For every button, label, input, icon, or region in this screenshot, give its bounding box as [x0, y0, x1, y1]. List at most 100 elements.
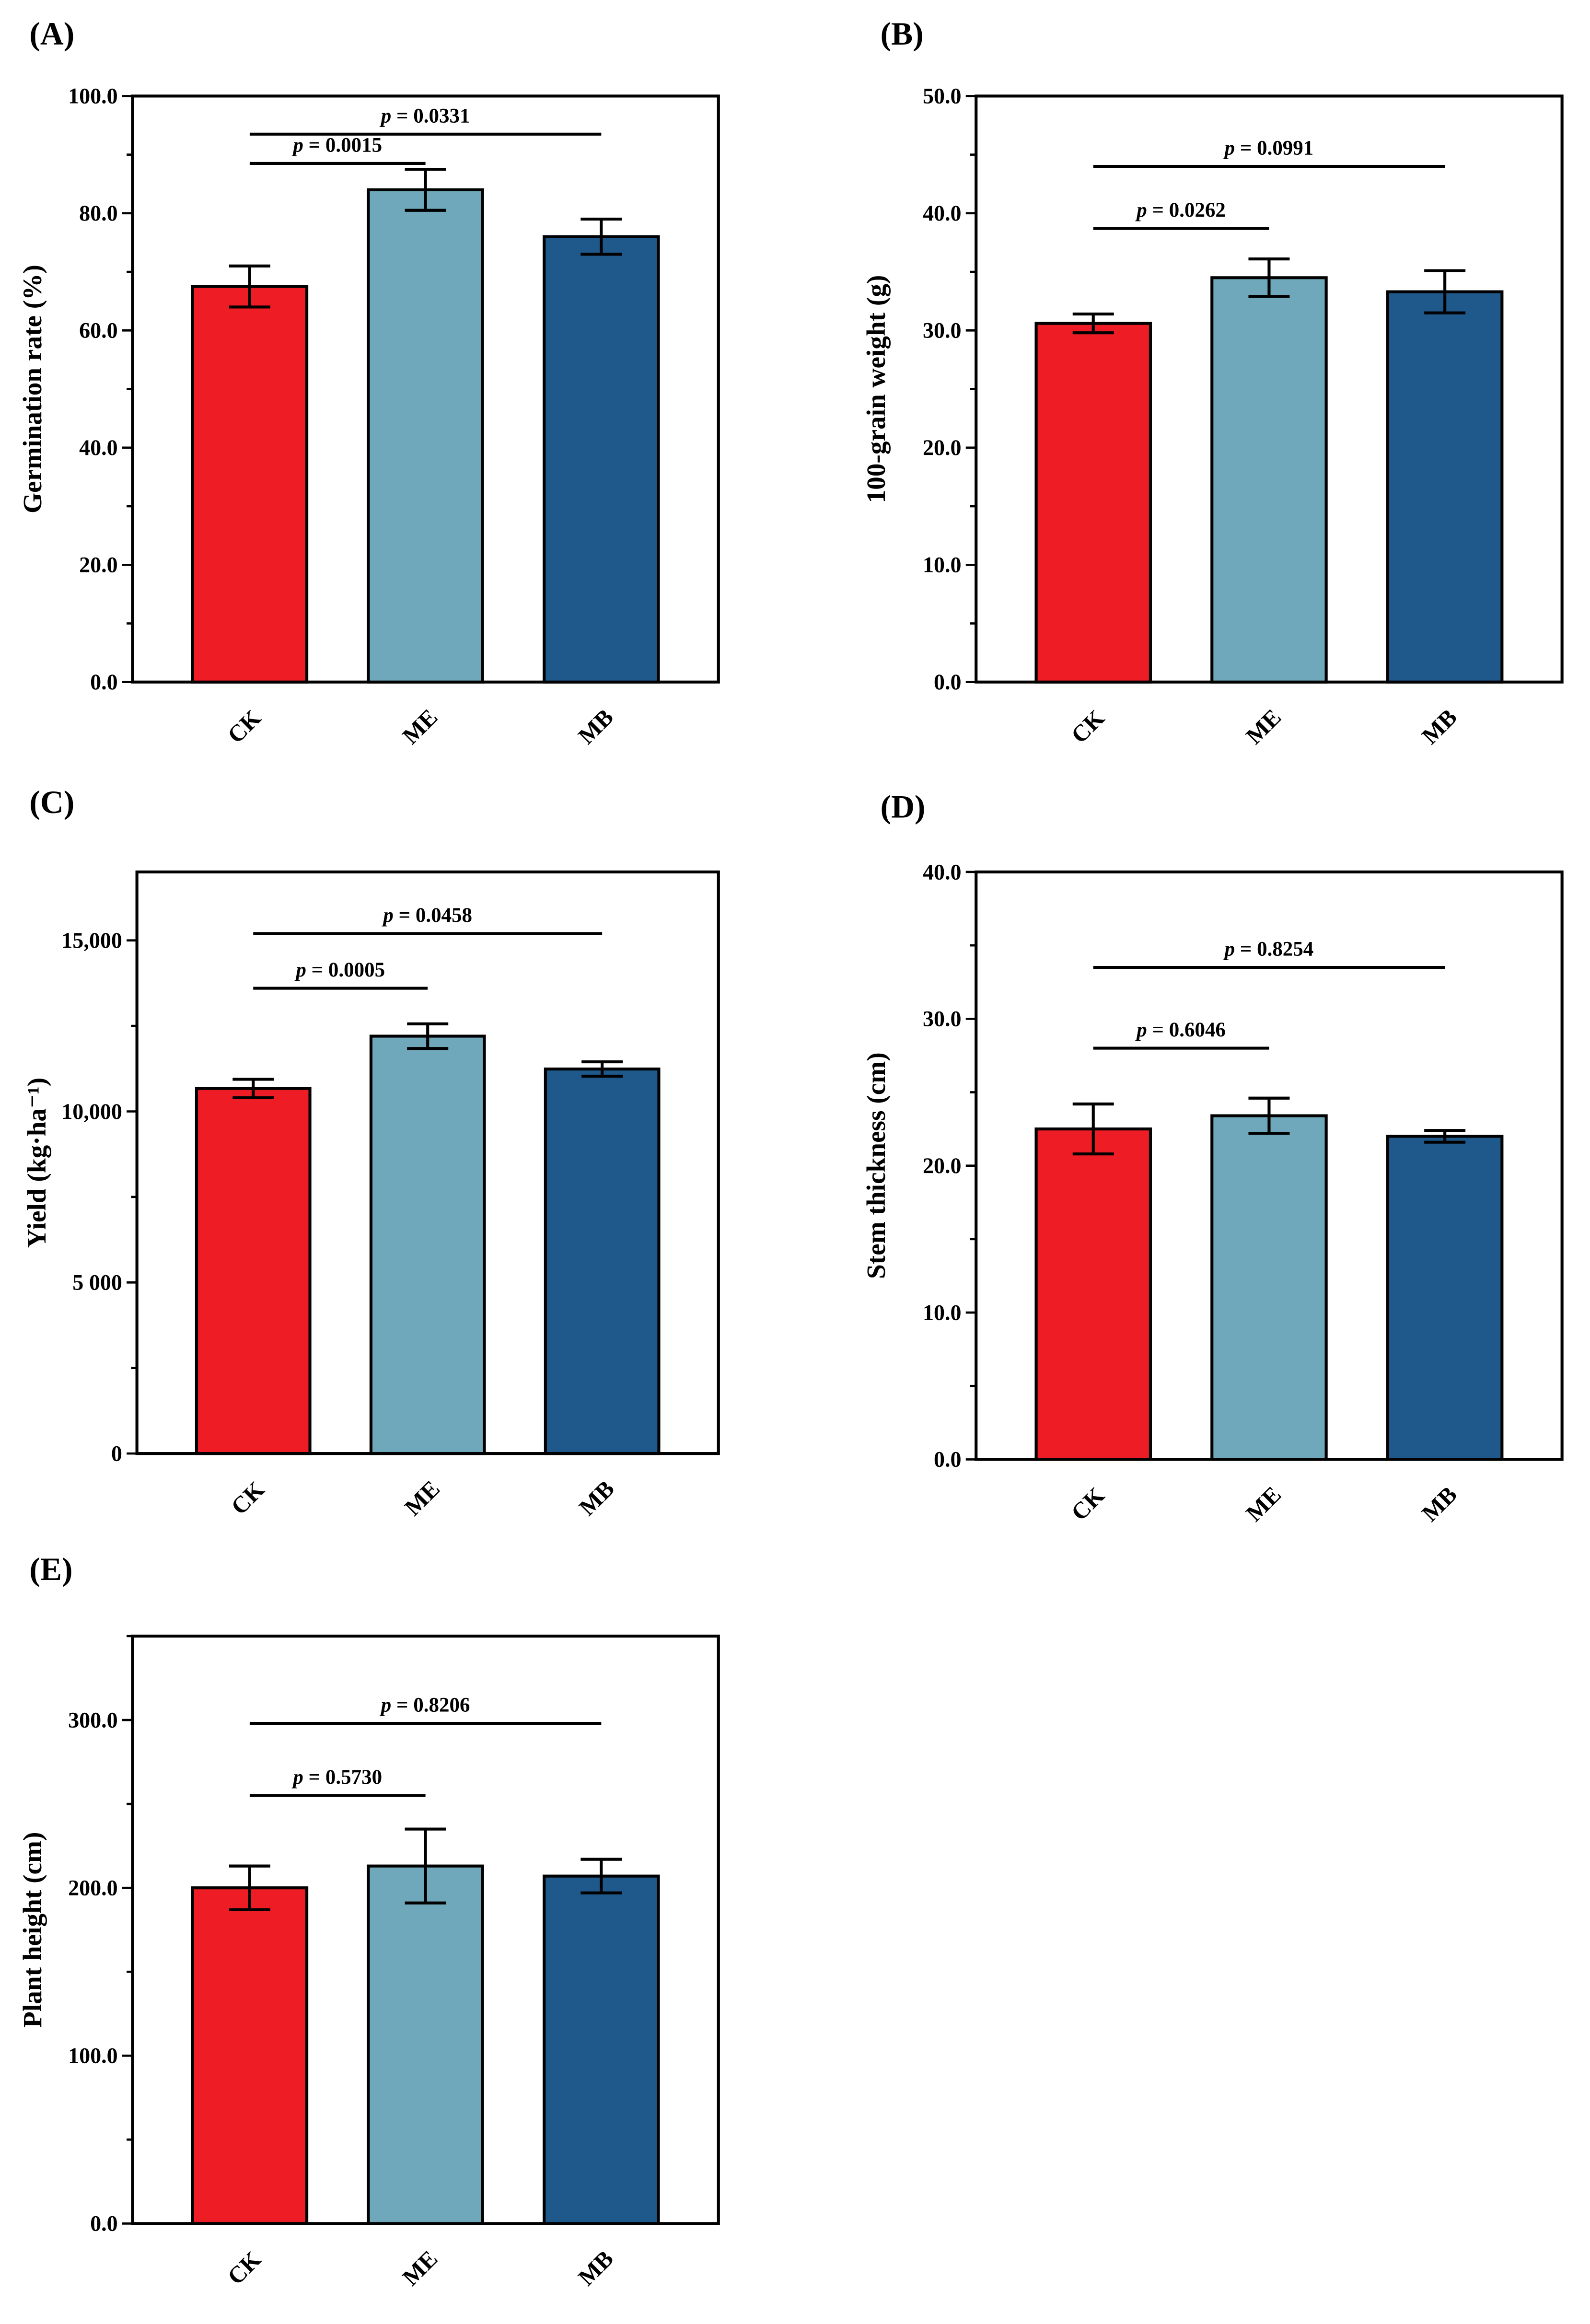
- x-tick-label: MB: [573, 704, 618, 749]
- p-symbol: p: [1223, 938, 1235, 961]
- x-tick-label: CK: [222, 2246, 266, 2290]
- p-value-label: p = 0.0015: [291, 134, 382, 156]
- p-value-label: p = 0.0262: [1135, 199, 1226, 221]
- y-tick-label: 40.0: [923, 201, 962, 225]
- y-tick-label: 0.0: [934, 670, 962, 694]
- bar-me: [367, 188, 484, 684]
- y-axis-label: Germination rate (%): [18, 265, 47, 513]
- panel-a: (A) 0.0 20.0 40.0 60.0 80.0 100.0 Germination r…: [18, 16, 720, 749]
- x-tick-label: MB: [574, 1475, 619, 1521]
- y-tick-label: 30.0: [923, 318, 962, 343]
- y-tick-label: 20.0: [923, 435, 962, 460]
- y-tick-label: 80.0: [79, 201, 118, 225]
- p-value: = 0.0991: [1235, 137, 1313, 159]
- x-tick-label: ME: [399, 1475, 445, 1521]
- y-tick-label: 20.0: [79, 553, 118, 577]
- bar-mb: [544, 1067, 661, 1455]
- y-tick-label: 300.0: [68, 1708, 118, 1732]
- bar-ck: [191, 1886, 309, 2225]
- p-value-label: p = 0.0005: [294, 959, 385, 981]
- p-value-label: p = 0.8206: [379, 1694, 470, 1716]
- y-tick-label: 0.0: [90, 670, 118, 694]
- p-symbol: p: [381, 904, 394, 927]
- p-symbol: p: [379, 1694, 392, 1716]
- x-tick-label: MB: [1416, 704, 1462, 749]
- panel-label: (A): [29, 16, 74, 52]
- bar-ck: [191, 285, 309, 684]
- p-value-label: p = 0.5730: [291, 1766, 382, 1789]
- p-value-label: p = 0.6046: [1135, 1019, 1226, 1041]
- bar-me: [369, 1034, 486, 1455]
- p-value-label: p = 0.0331: [379, 105, 470, 127]
- p-symbol: p: [291, 1766, 303, 1789]
- panel-b: (B) 0.0 10.0 20.0 30.0 40.0 50.0 100-grain weig…: [861, 16, 1564, 749]
- p-value: = 0.6046: [1147, 1019, 1226, 1041]
- p-value: = 0.0005: [306, 959, 385, 981]
- bar-mb: [1386, 1135, 1504, 1461]
- p-symbol: p: [291, 134, 303, 156]
- p-value-label: p = 0.0458: [381, 904, 472, 927]
- y-tick-label: 20.0: [923, 1153, 962, 1178]
- x-tick-label: ME: [1241, 704, 1286, 749]
- x-tick-label: ME: [397, 2245, 443, 2291]
- panel-label: (E): [29, 1551, 72, 1587]
- y-tick-label: 40.0: [923, 860, 962, 884]
- y-tick-label: 40.0: [79, 435, 118, 460]
- y-tick-label: 15,000: [61, 928, 122, 953]
- y-tick-label: 50.0: [923, 84, 962, 108]
- bar-ck: [1034, 1127, 1152, 1461]
- y-axis-label: Yield (kg·ha⁻¹): [22, 1078, 51, 1248]
- y-tick-label: 100.0: [68, 2044, 118, 2068]
- p-value: = 0.8206: [391, 1694, 470, 1716]
- p-value: = 0.0331: [391, 105, 470, 127]
- x-tick-label: MB: [573, 2245, 618, 2291]
- y-tick-label: 5 000: [72, 1270, 122, 1295]
- p-value: = 0.8254: [1235, 938, 1313, 961]
- x-tick-label: CK: [222, 705, 266, 748]
- y-tick-label: 10,000: [61, 1099, 122, 1124]
- p-value: = 0.0458: [394, 904, 472, 927]
- p-value: = 0.0262: [1147, 199, 1226, 221]
- panel-label: (C): [29, 784, 74, 820]
- bar-mb: [543, 1874, 660, 2225]
- panel-label: (B): [881, 16, 924, 52]
- x-tick-label: CK: [1066, 1482, 1110, 1526]
- panel-c: (C) 0 5 000 10,000 15,000 Yield (kg·ha⁻¹) CK ME…: [22, 784, 720, 1521]
- bar-me: [1210, 1114, 1328, 1461]
- p-symbol: p: [1135, 1019, 1147, 1041]
- p-value: = 0.5730: [303, 1766, 382, 1789]
- y-axis-label: Stem thickness (cm): [861, 1052, 891, 1279]
- p-symbol: p: [294, 959, 306, 981]
- y-tick-label: 100.0: [68, 84, 118, 108]
- x-tick-label: ME: [1241, 1481, 1286, 1527]
- y-tick-label: 60.0: [79, 318, 118, 343]
- x-tick-label: CK: [226, 1476, 269, 1520]
- p-symbol: p: [379, 105, 392, 127]
- x-tick-label: CK: [1066, 705, 1110, 748]
- y-tick-label: 0.0: [934, 1447, 962, 1472]
- y-tick-label: 0: [111, 1441, 122, 1465]
- bar-me: [1210, 276, 1328, 684]
- p-symbol: p: [1135, 199, 1147, 221]
- y-tick-label: 0.0: [90, 2211, 118, 2236]
- p-value-label: p = 0.8254: [1223, 938, 1314, 961]
- bar-mb: [1386, 290, 1504, 684]
- bar-ck: [195, 1087, 312, 1455]
- bar-mb: [543, 235, 660, 684]
- y-tick-label: 10.0: [923, 1300, 962, 1325]
- bar-ck: [1034, 322, 1152, 684]
- x-tick-label: ME: [397, 704, 443, 749]
- panel-e: (E) 0.0 100.0 200.0 300.0 Plant height (cm) CK…: [18, 1551, 720, 2291]
- y-tick-label: 10.0: [923, 553, 962, 577]
- y-tick-label: 200.0: [68, 1876, 118, 1900]
- p-symbol: p: [1223, 137, 1235, 159]
- y-axis-label: Plant height (cm): [18, 1832, 47, 2028]
- panel-label: (D): [881, 789, 926, 825]
- p-value: = 0.0015: [303, 134, 382, 156]
- y-axis-label: 100-grain weight (g): [861, 275, 891, 503]
- x-tick-label: MB: [1416, 1481, 1462, 1527]
- bar-me: [367, 1864, 484, 2225]
- panel-d: (D) 0.0 10.0 20.0 30.0 40.0 Stem thickness (cm…: [861, 789, 1564, 1527]
- y-tick-label: 30.0: [923, 1007, 962, 1031]
